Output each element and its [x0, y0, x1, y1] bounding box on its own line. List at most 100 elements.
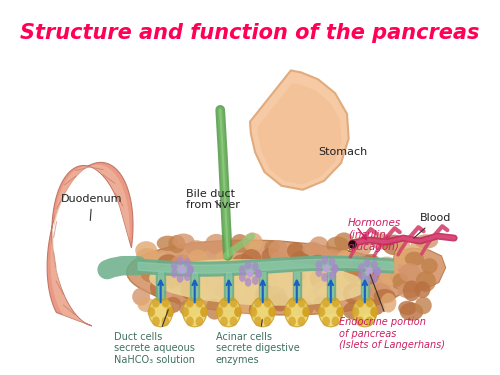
Ellipse shape	[262, 248, 280, 265]
Ellipse shape	[164, 297, 182, 313]
Ellipse shape	[310, 268, 331, 289]
Ellipse shape	[176, 256, 184, 265]
Ellipse shape	[135, 241, 157, 260]
Ellipse shape	[213, 283, 230, 298]
Ellipse shape	[298, 298, 306, 307]
Ellipse shape	[397, 283, 420, 298]
Ellipse shape	[206, 298, 224, 320]
Ellipse shape	[140, 261, 162, 282]
Ellipse shape	[255, 304, 270, 324]
Text: Structure and function of the pancreas: Structure and function of the pancreas	[20, 23, 479, 43]
Polygon shape	[47, 162, 133, 326]
Ellipse shape	[149, 262, 172, 282]
Ellipse shape	[290, 251, 309, 268]
Ellipse shape	[414, 281, 430, 298]
Ellipse shape	[316, 268, 322, 277]
Ellipse shape	[290, 296, 309, 312]
Ellipse shape	[200, 307, 208, 317]
Ellipse shape	[371, 274, 378, 283]
Ellipse shape	[292, 280, 310, 297]
Ellipse shape	[328, 257, 336, 266]
Ellipse shape	[205, 234, 228, 254]
Ellipse shape	[394, 249, 413, 265]
Ellipse shape	[257, 274, 278, 289]
Ellipse shape	[336, 307, 344, 317]
Ellipse shape	[415, 297, 432, 314]
Ellipse shape	[220, 316, 228, 326]
Ellipse shape	[264, 240, 280, 255]
Ellipse shape	[392, 273, 408, 288]
Ellipse shape	[171, 261, 177, 270]
Polygon shape	[258, 83, 342, 184]
Ellipse shape	[318, 307, 326, 317]
Ellipse shape	[349, 237, 372, 258]
Ellipse shape	[217, 297, 240, 327]
Ellipse shape	[196, 298, 203, 307]
Ellipse shape	[242, 232, 262, 252]
Ellipse shape	[230, 316, 237, 326]
Ellipse shape	[322, 298, 330, 307]
Ellipse shape	[302, 242, 323, 256]
Ellipse shape	[149, 297, 172, 327]
Ellipse shape	[374, 267, 381, 276]
Ellipse shape	[323, 304, 338, 324]
Ellipse shape	[226, 285, 244, 299]
Ellipse shape	[322, 265, 330, 273]
Ellipse shape	[186, 316, 194, 326]
Ellipse shape	[204, 272, 222, 289]
Ellipse shape	[218, 304, 238, 319]
Ellipse shape	[370, 307, 378, 317]
Ellipse shape	[298, 285, 317, 303]
Ellipse shape	[264, 316, 272, 326]
Ellipse shape	[348, 263, 364, 282]
Ellipse shape	[366, 316, 374, 326]
Ellipse shape	[254, 298, 262, 307]
Ellipse shape	[251, 297, 274, 327]
Ellipse shape	[287, 242, 305, 259]
Ellipse shape	[356, 316, 364, 326]
Polygon shape	[50, 165, 130, 324]
Ellipse shape	[404, 252, 424, 266]
Ellipse shape	[364, 276, 370, 285]
Ellipse shape	[312, 282, 332, 299]
Text: Acinar cells
secrete digestive
enzymes: Acinar cells secrete digestive enzymes	[216, 320, 300, 365]
Ellipse shape	[332, 298, 340, 307]
Ellipse shape	[255, 269, 262, 278]
Ellipse shape	[421, 258, 438, 274]
Ellipse shape	[361, 264, 379, 285]
Ellipse shape	[322, 273, 328, 282]
Ellipse shape	[186, 263, 206, 281]
Ellipse shape	[246, 270, 254, 278]
Ellipse shape	[298, 316, 306, 326]
Ellipse shape	[328, 271, 336, 280]
Ellipse shape	[234, 307, 242, 317]
Ellipse shape	[292, 272, 308, 290]
Ellipse shape	[196, 316, 203, 326]
Ellipse shape	[188, 250, 208, 264]
Ellipse shape	[234, 307, 242, 317]
Ellipse shape	[183, 297, 206, 327]
Ellipse shape	[239, 265, 246, 274]
Ellipse shape	[322, 316, 330, 326]
Ellipse shape	[332, 316, 340, 326]
Ellipse shape	[148, 307, 155, 317]
Ellipse shape	[187, 304, 202, 324]
Ellipse shape	[358, 263, 365, 272]
Ellipse shape	[343, 283, 363, 304]
Ellipse shape	[232, 269, 252, 288]
Ellipse shape	[168, 235, 186, 253]
Ellipse shape	[334, 232, 354, 250]
Ellipse shape	[216, 307, 223, 317]
Ellipse shape	[216, 239, 235, 253]
Ellipse shape	[309, 236, 329, 256]
Ellipse shape	[230, 298, 237, 307]
Ellipse shape	[186, 298, 194, 307]
Ellipse shape	[264, 286, 287, 307]
Ellipse shape	[150, 253, 173, 272]
Ellipse shape	[268, 307, 276, 317]
Text: Stomach: Stomach	[318, 147, 368, 158]
Ellipse shape	[184, 272, 190, 281]
Ellipse shape	[380, 293, 396, 312]
Ellipse shape	[254, 316, 262, 326]
Text: Duct cells
secrete aqueous
NaHCO₃ solution: Duct cells secrete aqueous NaHCO₃ soluti…	[114, 310, 195, 365]
